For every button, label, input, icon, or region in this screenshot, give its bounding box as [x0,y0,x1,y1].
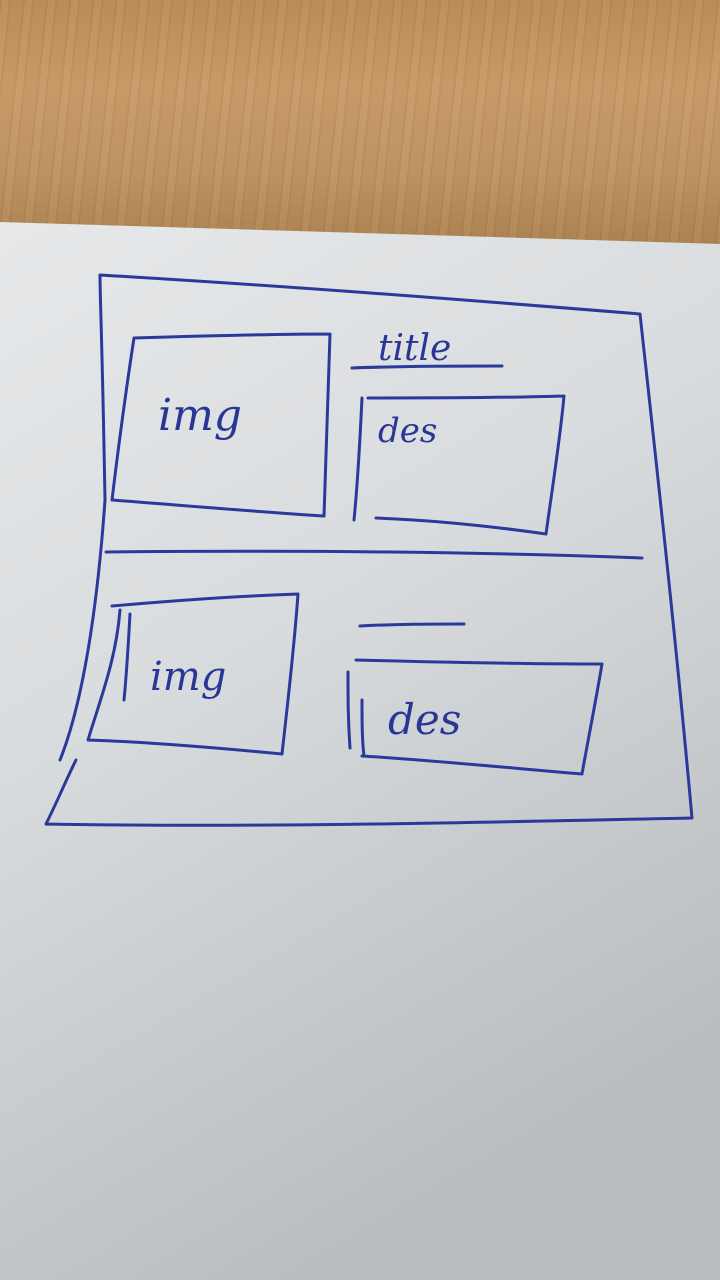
row-1-image-box [110,332,332,518]
row-1-description-box [352,394,566,536]
paper-surface [0,222,720,1280]
outer-card-frame [44,273,694,827]
row-2-description-box [346,658,604,776]
row-2-description-label: des [388,695,461,744]
row-1-title-underline [350,364,504,370]
row-1-image-label: img [158,390,242,441]
list-row-1: img title des [110,328,566,536]
row-divider [104,549,644,560]
row-1-title-label: title [378,328,451,369]
row-2-title-line [358,622,466,628]
row-2-image-box [86,592,300,756]
wooden-desk-background [0,0,720,250]
row-2-image-label: img [150,654,226,700]
list-row-2: img des [86,592,604,776]
row-1-description-label: des [378,411,437,451]
